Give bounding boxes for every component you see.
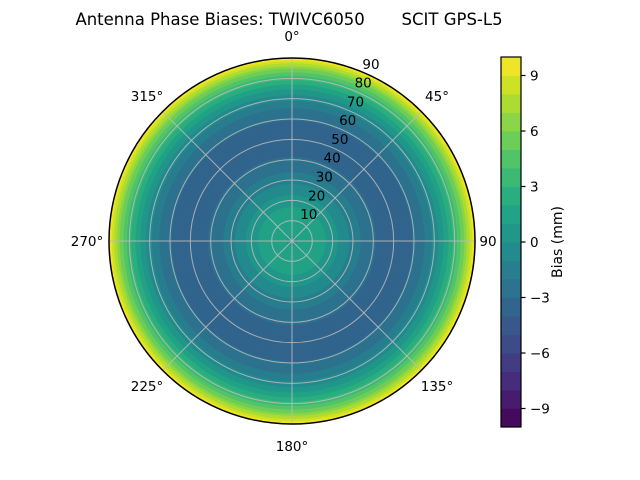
colorbar-tick-label: −3 — [530, 290, 550, 306]
angular-tick-label: 225° — [131, 379, 164, 395]
angular-tick-label: 0° — [284, 29, 299, 45]
angular-tick-labels: 0° 45° 90 135° 180° 225° 270° 315° — [71, 29, 497, 455]
colorbar-band — [501, 57, 521, 76]
angular-tick-label: 180° — [276, 439, 309, 455]
colorbar-band — [501, 131, 521, 150]
angular-tick-label: 315° — [131, 89, 164, 105]
radial-tick-label: 30 — [316, 170, 333, 186]
colorbar-band — [501, 390, 521, 409]
colorbar-band — [501, 371, 521, 391]
colorbar-axis-label: Bias (mm) — [550, 206, 566, 278]
angular-tick-label: 135° — [421, 379, 454, 395]
colorbar-band — [501, 279, 521, 298]
colorbar-band — [501, 260, 521, 280]
chart-title: Antenna Phase Biases: TWIVC6050 SCIT GPS… — [75, 10, 503, 29]
radial-tick-label: 60 — [339, 113, 356, 129]
colorbar-band — [501, 94, 521, 113]
colorbar-tick-label: 6 — [530, 124, 539, 140]
radial-tick-label: 50 — [331, 132, 348, 148]
theta-gridline — [291, 240, 422, 371]
angular-tick-label: 270° — [71, 234, 104, 250]
colorbar-tick-label: 0 — [530, 235, 539, 251]
radial-tick-label: 80 — [355, 76, 372, 92]
radial-tick-labels: 10 20 30 40 50 60 70 80 90 — [300, 57, 379, 223]
colorbar: 9 6 3 0 −3 −6 −9 Bias (mm) — [500, 56, 566, 428]
colorbar-tick-label: 9 — [530, 68, 539, 84]
colorbar-band — [501, 242, 521, 261]
angular-tick-label: 45° — [425, 89, 449, 105]
polar-spine — [108, 57, 476, 425]
colorbar-band — [501, 334, 521, 354]
colorbar-band — [501, 149, 521, 169]
polar-grid — [108, 57, 476, 425]
theta-gridline — [162, 240, 293, 371]
radial-tick-label: 40 — [324, 151, 341, 167]
colorbar-band — [501, 205, 521, 224]
theta-gridline — [162, 111, 293, 242]
colorbar-band — [501, 316, 521, 335]
radial-tick-label: 20 — [308, 188, 325, 204]
colorbar-band — [501, 75, 521, 95]
colorbar-band — [501, 353, 521, 372]
colorbar-tick-label: −9 — [530, 401, 550, 417]
colorbar-band — [501, 186, 521, 206]
theta-gridline — [291, 111, 422, 242]
radial-tick-label: 70 — [347, 94, 364, 110]
colorbar-band — [501, 223, 521, 243]
colorbar-tick-label: −6 — [530, 346, 550, 362]
colorbar-band — [501, 408, 521, 428]
angular-tick-label: 90 — [479, 234, 496, 250]
colorbar-band — [501, 168, 521, 187]
colorbar-band — [501, 297, 521, 317]
radial-tick-label: 10 — [300, 207, 317, 223]
colorbar-band — [501, 112, 521, 132]
colorbar-tick-label: 3 — [530, 179, 539, 195]
radial-tick-label: 90 — [362, 57, 379, 73]
outer-spine — [108, 57, 476, 425]
